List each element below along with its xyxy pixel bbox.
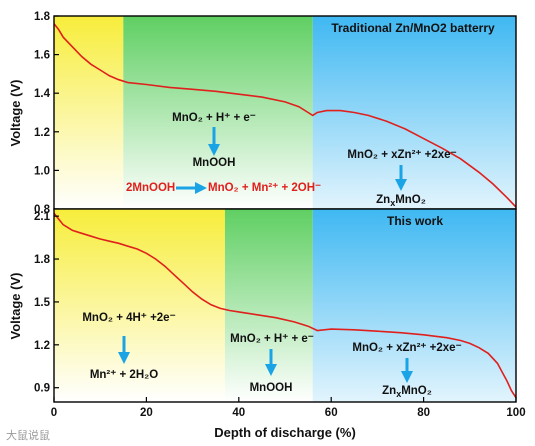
series-line-bottom [53, 212, 517, 399]
shaded-region-2 [123, 16, 313, 209]
title-bottom: This work [387, 214, 443, 228]
ylabel-bottom: Voltage (V) [8, 273, 23, 340]
x-tick-label: 60 [325, 407, 338, 419]
regions-top [54, 16, 516, 209]
xlabel-bottom: Depth of discharge (%) [214, 425, 356, 440]
ann-top-1-bottom: MnOOH [193, 157, 236, 169]
shaded-region-3 [312, 209, 516, 402]
x-tick-label: 100 [506, 407, 525, 419]
y-ticks-top: 0.8 1.0 1.2 1.4 1.6 1.8 [34, 11, 59, 216]
ann-bot-2-top: MnO₂ + H⁺ + e⁻ [230, 333, 314, 345]
y-tick-label: 0.8 [34, 204, 51, 216]
ann-bot-2-bottom: MnOOH [250, 382, 293, 394]
ann-top-3-left: 2MnOOH [126, 182, 175, 194]
ann-bot-1-bottom: Mn²⁺ + 2H₂O [90, 369, 158, 381]
shaded-region-1 [54, 209, 225, 402]
y-tick-label: 1.8 [34, 254, 51, 266]
watermark: 大鼠说鼠 [6, 428, 50, 442]
y-tick-label: 1.8 [34, 11, 51, 23]
y-tick-label: 1.2 [34, 127, 50, 139]
y-tick-label: 1.0 [34, 165, 50, 177]
y-tick-label: 0.9 [34, 383, 50, 395]
y-tick-label: 1.4 [34, 88, 51, 100]
regions-bottom [54, 209, 516, 402]
ann-bot-1-top: MnO₂ + 4H⁺ +2e⁻ [82, 312, 175, 324]
y-tick-label: 1.5 [34, 297, 51, 309]
panel-bottom: 0.9 1.2 1.5 1.8 2.1 0 20 40 60 80 100 This work V… [8, 208, 526, 440]
y-ticks-bottom: 0.9 1.2 1.5 1.8 2.1 [34, 211, 59, 395]
shaded-region-3 [312, 16, 516, 209]
ann-bot-3-top: MnO₂ + xZn²⁺ +2xe⁻ [352, 342, 461, 354]
y-tick-label: 1.2 [34, 340, 50, 352]
series-line-top [53, 23, 517, 208]
ylabel-top: Voltage (V) [8, 80, 23, 147]
x-tick-label: 40 [232, 407, 245, 419]
ann-top-2-top: MnO₂ + xZn²⁺ +2xe⁻ [347, 149, 456, 161]
ann-top-1-top: MnO₂ + H⁺ + e⁻ [172, 112, 256, 124]
title-top: Traditional Zn/MnO2 batterry [331, 21, 495, 35]
x-tick-label: 0 [51, 407, 57, 419]
shaded-region-2 [224, 209, 313, 402]
panel-top: 0.8 1.0 1.2 1.4 1.6 1.8 Traditional Zn/MnO2 b… [8, 11, 517, 216]
frame-bottom [53, 208, 517, 403]
ann-top-2-bottom: ZnxMnO₂ [376, 194, 426, 208]
y-tick-label: 2.1 [34, 211, 51, 223]
y-tick-label: 1.6 [34, 50, 50, 62]
ann-bot-3-bottom: ZnxMnO₂ [382, 385, 432, 399]
x-tick-label: 20 [140, 407, 153, 419]
shaded-region-1 [54, 16, 124, 209]
x-tick-label: 80 [417, 407, 430, 419]
ann-top-3-right: MnO₂ + Mn²⁺ + 2OH⁻ [208, 182, 321, 194]
